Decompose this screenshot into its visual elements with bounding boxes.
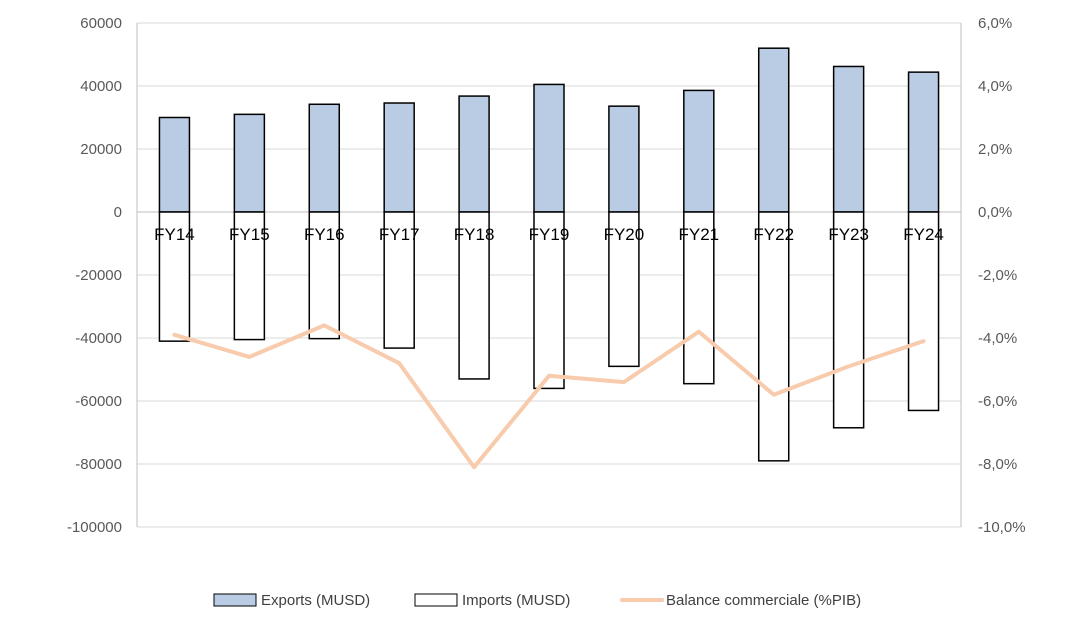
- imports-bar: [533, 211, 565, 390]
- y-right-tick-label: -4,0%: [978, 330, 1017, 347]
- y-right-tick-label: 6,0%: [978, 15, 1012, 32]
- y-left-tick-label: 20000: [80, 141, 122, 158]
- legend-label-imports: Imports (MUSD): [462, 592, 570, 609]
- imports-bar: [683, 211, 715, 385]
- imports-bar: [907, 211, 940, 412]
- exports-bar: [907, 71, 940, 213]
- y-right-tick-label: -2,0%: [978, 267, 1017, 284]
- imports-bar: [308, 211, 341, 340]
- legend-swatch-imports: [414, 593, 458, 607]
- y-left-tick-label: -80000: [75, 456, 122, 473]
- legend-label-balance: Balance commerciale (%PIB): [666, 592, 861, 609]
- exports-bar: [683, 89, 715, 213]
- y-left-tick-label: -100000: [67, 519, 122, 536]
- exports-bar: [757, 47, 790, 213]
- imports-bar: [158, 211, 191, 342]
- legend-label-exports: Exports (MUSD): [261, 592, 370, 609]
- imports-bar: [458, 211, 490, 380]
- imports-bar: [608, 211, 640, 368]
- y-right-tick-label: -10,0%: [978, 519, 1026, 536]
- imports-bar: [383, 211, 415, 349]
- x-category-label: FY14: [154, 225, 195, 244]
- x-category-label: FY20: [604, 225, 645, 244]
- legend-swatch-exports: [213, 593, 257, 607]
- x-category-label: FY17: [379, 225, 420, 244]
- y-left-tick-label: -20000: [75, 267, 122, 284]
- balance-line: [172, 323, 926, 470]
- imports-bar: [757, 211, 790, 462]
- x-category-label: FY24: [903, 225, 944, 244]
- exports-bar: [383, 102, 415, 213]
- exports-bar: [608, 105, 640, 213]
- exports-bar: [832, 65, 865, 213]
- x-category-label: FY16: [304, 225, 345, 244]
- y-left-tick-label: 0: [114, 204, 122, 221]
- y-left-tick-label: -40000: [75, 330, 122, 347]
- x-category-label: FY21: [678, 225, 719, 244]
- x-category-label: FY22: [753, 225, 794, 244]
- y-right-tick-label: -8,0%: [978, 456, 1017, 473]
- x-category-label: FY15: [229, 225, 270, 244]
- exports-bar: [233, 113, 266, 213]
- x-category-label: FY19: [529, 225, 570, 244]
- exports-bar: [533, 83, 565, 213]
- y-right-tick-label: 0,0%: [978, 204, 1012, 221]
- x-category-label: FY23: [828, 225, 869, 244]
- imports-bar: [233, 211, 266, 341]
- y-left-tick-label: -60000: [75, 393, 122, 410]
- exports-bar: [158, 116, 191, 213]
- y-left-tick-label: 60000: [80, 15, 122, 32]
- y-right-tick-label: 4,0%: [978, 78, 1012, 95]
- x-category-label: FY18: [454, 225, 495, 244]
- exports-bar: [308, 103, 341, 213]
- imports-bar: [832, 211, 865, 429]
- y-right-tick-label: 2,0%: [978, 141, 1012, 158]
- y-left-tick-label: 40000: [80, 78, 122, 95]
- exports-bar: [458, 95, 490, 213]
- y-right-tick-label: -6,0%: [978, 393, 1017, 410]
